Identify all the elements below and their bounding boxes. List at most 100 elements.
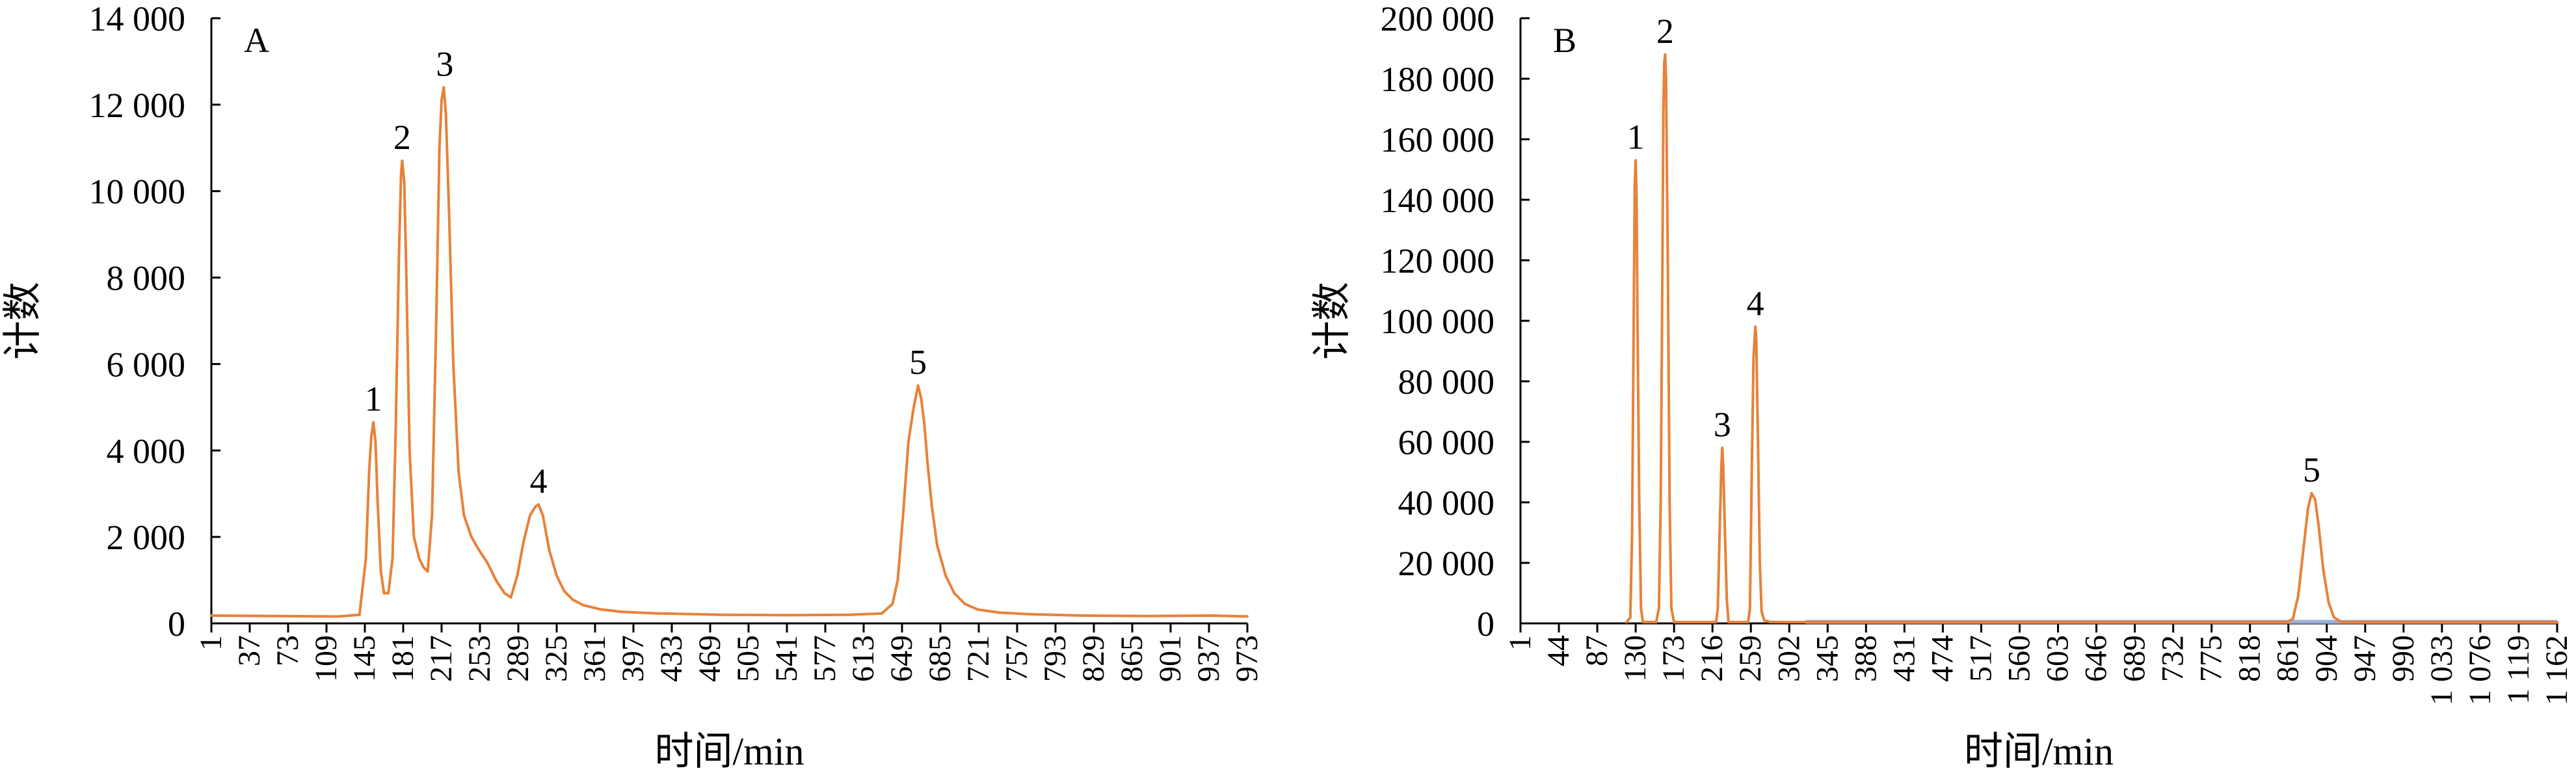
data-point-b-27 xyxy=(1721,446,1724,450)
chart-panel-b: 0 20 000 40 000 60 000 80 000 100 000 120 000 1… xyxy=(1310,0,2574,773)
data-point-a-65 xyxy=(920,397,923,400)
x-tick-label-a-0: 1 xyxy=(194,635,228,651)
data-point-a-51 xyxy=(582,604,585,607)
peak-label-b-2: 2 xyxy=(1656,12,1674,51)
data-point-b-53 xyxy=(2322,567,2325,571)
data-point-a-35 xyxy=(470,536,473,539)
y-tick-label-b-4: 80 000 xyxy=(1398,362,1495,401)
data-point-a-76 xyxy=(1083,614,1086,617)
x-tick-label-b-16: 689 xyxy=(2118,635,2152,682)
data-point-b-36 xyxy=(1754,325,1757,329)
x-tick-label-b-24: 1 033 xyxy=(2424,635,2459,705)
data-point-a-6 xyxy=(369,436,373,439)
peak-label-b-4: 4 xyxy=(1747,284,1764,323)
data-point-a-3 xyxy=(358,613,361,616)
data-point-b-2 xyxy=(1630,531,1634,534)
data-point-a-31 xyxy=(447,211,451,214)
x-tick-label-b-14: 603 xyxy=(2041,635,2075,682)
x-tick-label-a-25: 901 xyxy=(1153,635,1188,682)
x-tick-label-b-26: 1 119 xyxy=(2501,635,2536,704)
data-point-a-53 xyxy=(619,610,622,614)
peak-label-a-3: 3 xyxy=(436,44,453,83)
y-tick-label-b-1: 20 000 xyxy=(1398,544,1495,583)
data-point-a-20 xyxy=(408,449,411,452)
data-point-a-47 xyxy=(548,549,551,552)
y-tick-label-a-1: 2 000 xyxy=(107,518,186,557)
data-point-a-37 xyxy=(486,562,489,564)
x-tick-label-a-10: 361 xyxy=(578,635,612,682)
data-point-b-6 xyxy=(1635,198,1638,201)
data-point-a-43 xyxy=(529,513,531,517)
data-point-b-23 xyxy=(1714,621,1718,623)
x-tick-label-a-8: 289 xyxy=(501,635,535,682)
data-point-a-24 xyxy=(426,570,429,573)
data-point-a-13 xyxy=(391,557,394,560)
data-point-b-30 xyxy=(1725,597,1729,601)
y-axis-title-a: 计数 xyxy=(1,282,44,360)
y-tick-label-b-5: 100 000 xyxy=(1381,302,1495,341)
data-point-b-35 xyxy=(1752,355,1755,359)
data-point-b-57 xyxy=(2353,621,2356,623)
y-axis-title-b: 计数 xyxy=(1310,282,1353,360)
data-point-b-45 xyxy=(2286,621,2289,623)
y-tick-label-a-3: 6 000 xyxy=(107,345,186,384)
data-point-b-15 xyxy=(1662,107,1665,111)
data-point-a-42 xyxy=(522,539,525,543)
data-point-a-19 xyxy=(405,276,408,279)
data-point-b-37 xyxy=(1755,337,1758,340)
x-tick-label-b-15: 646 xyxy=(2079,635,2114,682)
data-point-b-22 xyxy=(1673,621,1676,623)
x-tick-label-b-10: 431 xyxy=(1887,635,1921,682)
data-point-a-22 xyxy=(418,557,421,560)
x-tick-label-a-3: 109 xyxy=(309,635,343,682)
peak-label-b-3: 3 xyxy=(1714,405,1731,444)
x-tick-label-a-19: 685 xyxy=(923,635,957,682)
panel-label-b: B xyxy=(1553,21,1576,60)
data-point-a-56 xyxy=(784,614,788,617)
data-point-b-31 xyxy=(1727,621,1730,623)
y-tick-label-a-4: 8 000 xyxy=(107,259,186,298)
data-point-b-26 xyxy=(1720,465,1723,468)
data-point-b-24 xyxy=(1716,606,1720,610)
x-tick-label-b-22: 947 xyxy=(2348,635,2382,682)
y-tick-label-a-2: 4 000 xyxy=(107,431,186,470)
data-point-a-26 xyxy=(434,320,438,322)
data-point-b-12 xyxy=(1657,606,1660,610)
data-point-a-27 xyxy=(438,146,441,150)
data-point-b-18 xyxy=(1664,77,1667,80)
x-tick-label-b-23: 990 xyxy=(2386,635,2421,682)
chart-panel-a: 0 2 000 4 000 6 000 8 000 10 000 12 000 14 000 1… xyxy=(1,0,1264,773)
data-point-a-38 xyxy=(494,578,498,582)
data-point-b-55 xyxy=(2332,616,2335,619)
y-tick-label-b-3: 60 000 xyxy=(1398,423,1495,462)
data-point-a-70 xyxy=(944,574,948,577)
data-point-b-38 xyxy=(1757,441,1760,443)
data-point-a-75 xyxy=(1029,613,1033,616)
x-tick-label-a-6: 217 xyxy=(424,635,458,682)
data-point-a-2 xyxy=(337,615,339,618)
peak-label-b-5: 5 xyxy=(2303,450,2320,489)
y-tick-label-b-8: 160 000 xyxy=(1381,120,1495,159)
data-point-a-11 xyxy=(382,591,386,595)
x-tick-label-a-18: 649 xyxy=(884,635,919,682)
data-point-b-19 xyxy=(1666,259,1669,262)
data-point-a-8 xyxy=(374,441,377,443)
peak-label-a-2: 2 xyxy=(393,118,411,157)
data-point-a-36 xyxy=(477,549,481,552)
x-tick-label-b-2: 87 xyxy=(1580,635,1614,666)
data-point-a-18 xyxy=(403,181,406,184)
data-point-b-49 xyxy=(2306,507,2309,510)
y-tick-label-b-2: 40 000 xyxy=(1398,483,1495,523)
series-line-a-0 xyxy=(211,86,1248,618)
data-point-a-72 xyxy=(963,603,966,606)
data-point-b-42 xyxy=(1768,620,1772,623)
data-point-a-66 xyxy=(923,423,926,426)
data-point-a-23 xyxy=(422,565,425,569)
data-point-b-56 xyxy=(2339,620,2343,623)
data-point-a-46 xyxy=(541,513,544,517)
data-point-a-59 xyxy=(891,603,894,606)
y-tick-label-b-10: 200 000 xyxy=(1381,0,1495,38)
x-tick-label-a-15: 541 xyxy=(769,635,804,682)
y-tick-label-b-6: 120 000 xyxy=(1381,241,1495,280)
